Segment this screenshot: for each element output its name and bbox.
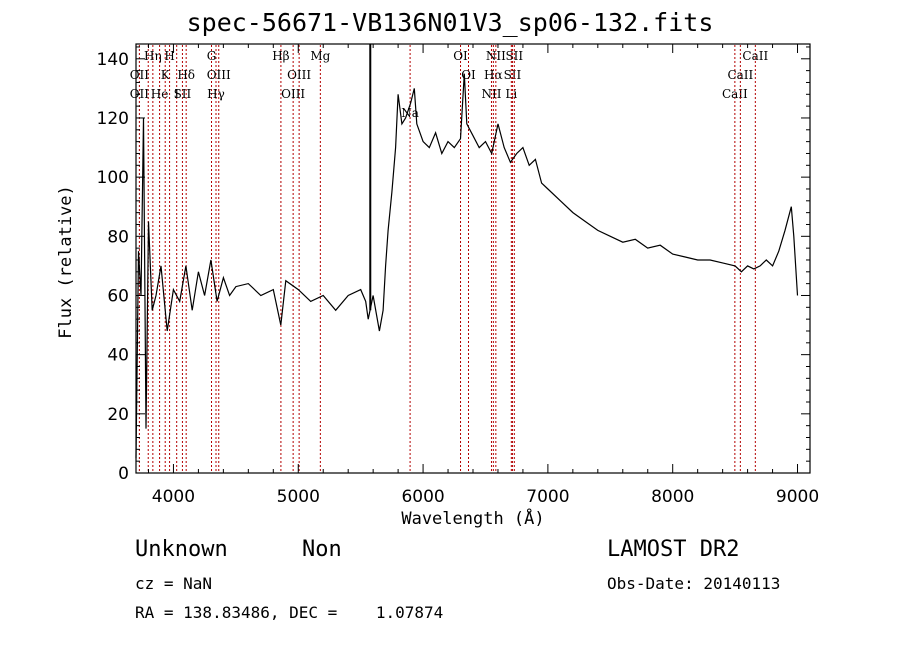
x-tick-label: 6000 — [401, 487, 444, 507]
y-tick-label: 0 — [118, 464, 129, 484]
y-tick-label: 40 — [107, 346, 129, 366]
spectrum-line — [135, 73, 799, 459]
x-axis-label: Wavelength (Å) — [401, 509, 545, 529]
spectral-line-label: OII — [130, 68, 150, 82]
x-tick-label: 8000 — [651, 487, 694, 507]
spectral-line-label: NII — [481, 87, 501, 101]
spectral-line-label: G — [207, 49, 217, 63]
spectral-line-label: OI — [453, 49, 468, 63]
x-tick-label: 4000 — [152, 487, 195, 507]
spectral-line-label: OIII — [287, 68, 311, 82]
spectral-line-label: Hδ — [177, 68, 195, 82]
y-tick-label: 140 — [97, 50, 129, 70]
spectral-line-label: CaII — [722, 87, 748, 101]
spectral-line-label: Mg — [310, 49, 330, 63]
spectral-line-label: SII — [504, 68, 522, 82]
survey-name: LAMOST DR2 — [607, 537, 740, 562]
spectral-line-label: Li — [505, 87, 517, 101]
x-tick-label: 7000 — [526, 487, 569, 507]
spectral-line-label: K — [161, 68, 171, 82]
spectral-line-label: Hη — [144, 49, 162, 63]
y-tick-label: 80 — [107, 227, 129, 247]
spectral-line-label: Hβ — [272, 49, 289, 63]
y-tick-label: 120 — [97, 109, 129, 129]
y-tick-label: 20 — [107, 405, 129, 425]
obs-date: Obs-Date: 20140113 — [607, 574, 781, 593]
spectral-line-label: OIII — [207, 68, 231, 82]
spectral-line-label: SII — [174, 87, 192, 101]
x-tick-label: 5000 — [277, 487, 320, 507]
y-tick-label: 60 — [107, 286, 129, 306]
spectral-line-label: CaII — [742, 49, 768, 63]
redshift-cz: cz = NaN — [135, 574, 213, 593]
x-tick-label: 9000 — [776, 487, 819, 507]
spectral-line-label: CaII — [727, 68, 753, 82]
spectral-line-label: I — [174, 87, 179, 101]
plot-frame — [135, 43, 811, 474]
spectral-line-label: SII — [505, 49, 523, 63]
spectral-line-label: He — [151, 87, 169, 101]
y-axis-label: Flux (relative) — [56, 185, 76, 339]
object-subclass: Non — [302, 537, 342, 562]
spectral-line-label: NII — [486, 49, 506, 63]
spectral-line-label: Hγ — [207, 87, 225, 101]
spectral-line-label: OIII — [281, 87, 305, 101]
object-class: Unknown — [135, 537, 228, 562]
chart-title: spec-56671-VB136N01V3_sp06-132.fits — [186, 8, 714, 37]
spectral-line-label: H — [164, 49, 174, 63]
ra-dec-coords: RA = 138.83486, DEC = 1.07874 — [135, 603, 444, 622]
y-tick-label: 100 — [97, 168, 129, 188]
spectral-line-label: Hα — [484, 68, 503, 82]
